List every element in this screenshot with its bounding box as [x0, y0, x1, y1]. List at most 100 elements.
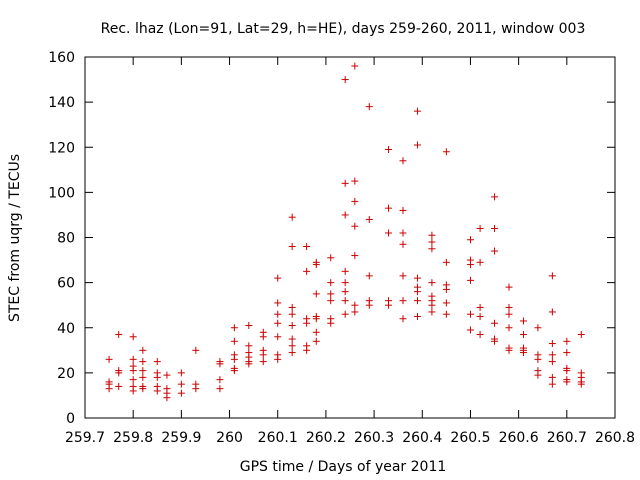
- data-point: [548, 308, 556, 316]
- data-point: [153, 387, 161, 395]
- data-point: [413, 274, 421, 282]
- data-point: [129, 367, 137, 375]
- data-point: [548, 351, 556, 359]
- data-point: [288, 243, 296, 251]
- data-point: [519, 331, 527, 339]
- data-point: [341, 279, 349, 287]
- data-point: [327, 297, 335, 305]
- data-point: [312, 337, 320, 345]
- data-point: [192, 346, 200, 354]
- data-point: [466, 326, 474, 334]
- data-point: [563, 337, 571, 345]
- x-axis-label: GPS time / Days of year 2011: [240, 459, 447, 475]
- data-point: [303, 319, 311, 327]
- data-point: [351, 222, 359, 230]
- data-point: [399, 229, 407, 237]
- data-point: [115, 382, 123, 390]
- data-point: [351, 301, 359, 309]
- data-point: [505, 324, 513, 332]
- data-point: [341, 288, 349, 296]
- data-point: [274, 319, 282, 327]
- data-point: [399, 206, 407, 214]
- data-point: [259, 358, 267, 366]
- data-point: [466, 276, 474, 284]
- data-point: [245, 360, 253, 368]
- chart-title: Rec. lhaz (Lon=91, Lat=29, h=HE), days 2…: [101, 21, 586, 37]
- data-point: [177, 380, 185, 388]
- data-point: [274, 274, 282, 282]
- y-tick-label: 20: [57, 366, 75, 382]
- data-point: [288, 310, 296, 318]
- data-point: [413, 107, 421, 115]
- y-tick-label: 0: [66, 411, 75, 427]
- data-point: [413, 288, 421, 296]
- y-tick-label: 120: [48, 140, 75, 156]
- data-point: [365, 215, 373, 223]
- data-point: [563, 367, 571, 375]
- data-point: [548, 272, 556, 280]
- data-point: [476, 224, 484, 232]
- data-point: [428, 245, 436, 253]
- data-point: [153, 358, 161, 366]
- data-point: [442, 299, 450, 307]
- data-point: [153, 373, 161, 381]
- data-points: [105, 62, 585, 402]
- data-point: [129, 376, 137, 384]
- x-tick-label: 260.2: [306, 430, 346, 446]
- data-point: [163, 371, 171, 379]
- data-point: [341, 297, 349, 305]
- data-point: [365, 103, 373, 111]
- data-point: [476, 331, 484, 339]
- x-tick-label: 260.8: [595, 430, 635, 446]
- data-point: [230, 355, 238, 363]
- data-point: [288, 213, 296, 221]
- data-point: [351, 62, 359, 70]
- data-point: [466, 236, 474, 244]
- plot-border: [84, 56, 616, 419]
- data-point: [105, 355, 113, 363]
- x-tick-label: 260.1: [258, 430, 298, 446]
- data-point: [341, 267, 349, 275]
- y-tick-label: 140: [48, 95, 75, 111]
- data-point: [442, 285, 450, 293]
- data-point: [491, 247, 499, 255]
- data-point: [230, 324, 238, 332]
- data-point: [491, 319, 499, 327]
- data-point: [341, 310, 349, 318]
- data-point: [105, 385, 113, 393]
- data-point: [519, 317, 527, 325]
- data-point: [274, 355, 282, 363]
- data-point: [230, 337, 238, 345]
- data-point: [341, 211, 349, 219]
- x-tick-label: 260.7: [547, 430, 587, 446]
- data-point: [139, 367, 147, 375]
- x-tick-label: 260: [216, 430, 243, 446]
- data-point: [351, 197, 359, 205]
- data-point: [351, 177, 359, 185]
- data-point: [177, 389, 185, 397]
- data-point: [245, 342, 253, 350]
- data-point: [442, 310, 450, 318]
- data-point: [163, 394, 171, 402]
- data-point: [385, 229, 393, 237]
- data-point: [351, 308, 359, 316]
- y-tick-label: 60: [57, 276, 75, 292]
- data-point: [548, 380, 556, 388]
- data-point: [177, 369, 185, 377]
- plot-frame: [84, 56, 616, 419]
- data-point: [563, 349, 571, 357]
- data-point: [312, 290, 320, 298]
- data-point: [385, 204, 393, 212]
- data-point: [563, 378, 571, 386]
- data-point: [442, 258, 450, 266]
- data-point: [577, 380, 585, 388]
- data-point: [548, 373, 556, 381]
- data-point: [399, 157, 407, 165]
- x-tick-label: 260.5: [450, 430, 490, 446]
- data-point: [351, 252, 359, 260]
- x-axis: 259.7 259.8 259.9 260 260.1 260.2 260.3 260.4 26…: [65, 57, 635, 446]
- data-point: [413, 141, 421, 149]
- data-point: [428, 301, 436, 309]
- x-tick-label: 259.9: [161, 430, 201, 446]
